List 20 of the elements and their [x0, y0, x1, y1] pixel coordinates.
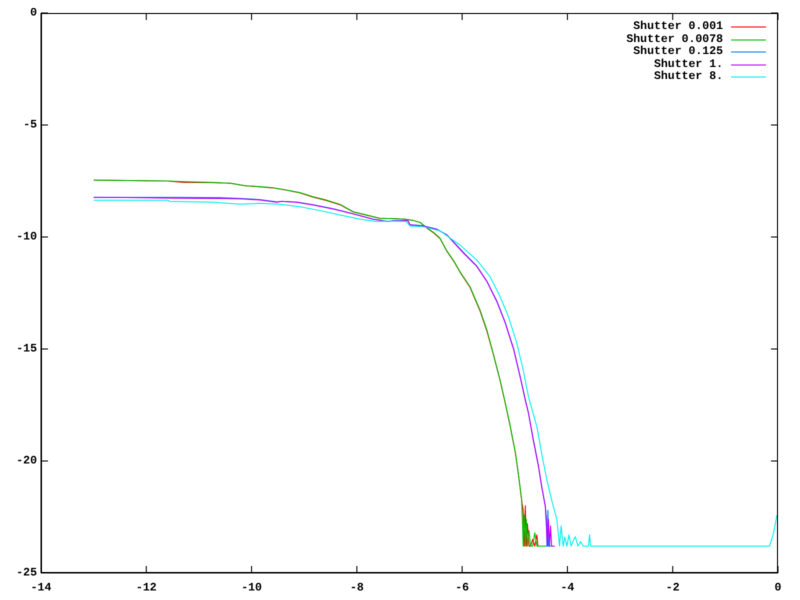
y-tick-label: 0	[30, 6, 38, 20]
x-tick-label: -4	[560, 582, 574, 594]
y-tick-label: -5	[23, 118, 38, 132]
y-tick-label: -10	[16, 230, 38, 244]
y-tick-label: -20	[16, 454, 38, 468]
line-series	[93, 200, 778, 547]
x-tick-label: -12	[136, 582, 157, 594]
x-tick-label: -8	[350, 582, 364, 594]
y-tick-label: -15	[16, 342, 38, 356]
x-tick-label: -2	[666, 582, 680, 594]
legend-label: Shutter 1.	[654, 58, 723, 70]
legend-label: Shutter 8.	[654, 70, 723, 84]
legend-label: Shutter 0.125	[633, 45, 723, 58]
legend-label: Shutter 0.0078	[626, 32, 723, 46]
y-tick-label: -25	[16, 566, 38, 580]
x-tick-label: -14	[30, 582, 52, 594]
x-tick-label: -6	[455, 582, 470, 594]
x-tick-label: -10	[241, 582, 262, 594]
legend-label: Shutter 0.001	[633, 20, 723, 34]
x-tick-label: 0	[774, 582, 782, 594]
